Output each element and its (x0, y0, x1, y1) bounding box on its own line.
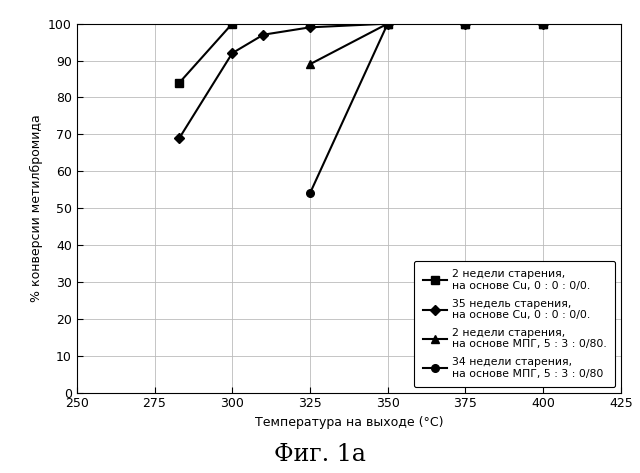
Text: Фиг. 1а: Фиг. 1а (274, 443, 366, 465)
Y-axis label: % конверсии метилбромида: % конверсии метилбромида (29, 114, 42, 302)
X-axis label: Температура на выходе (°C): Температура на выходе (°C) (255, 416, 443, 429)
Legend: 2 недели старения,
на основе Cu, 0 : 0 : 0/0., 35 недель старения,
на основе Cu,: 2 недели старения, на основе Cu, 0 : 0 :… (414, 261, 616, 387)
